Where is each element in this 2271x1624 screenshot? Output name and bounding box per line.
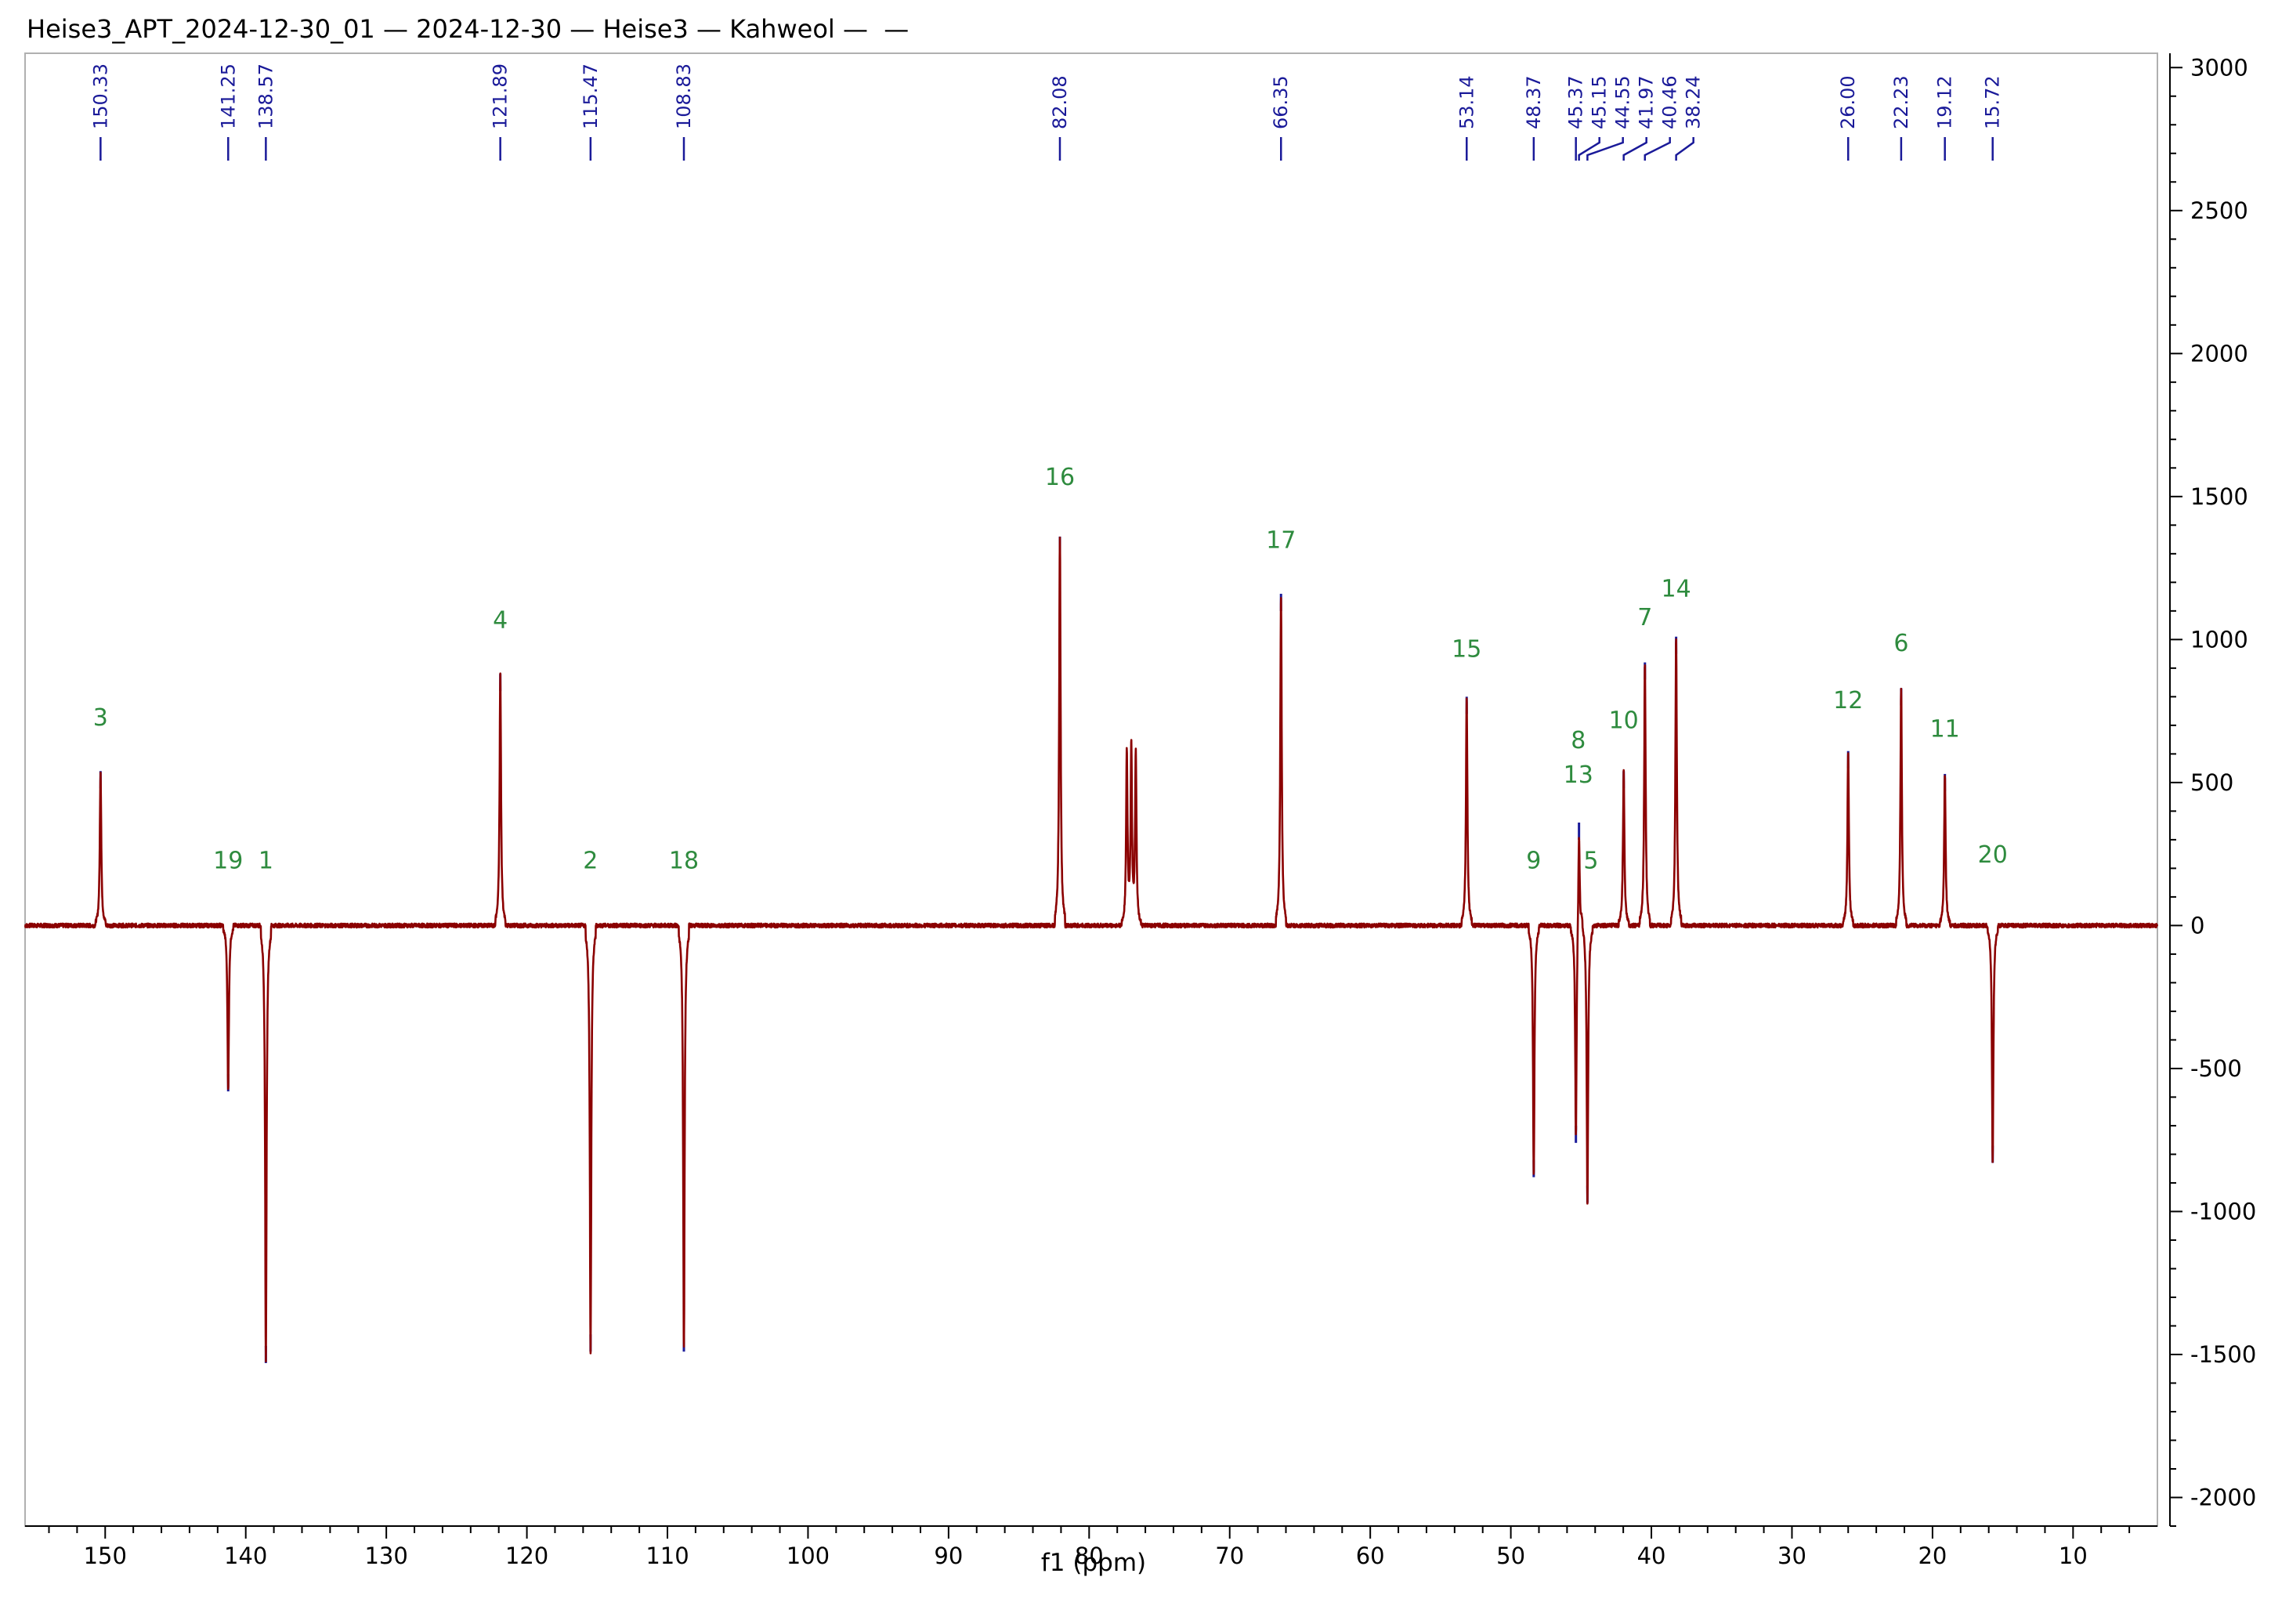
chart-title: Heise3_APT_2024-12-30_01 — 2024-12-30 — … [27, 14, 909, 44]
y-tick-label: 2500 [2190, 197, 2248, 224]
peak-leader-line [1622, 137, 1647, 161]
atom-number-label: 5 [1583, 847, 1598, 874]
peak-leader-line [1675, 137, 1694, 161]
atom-number-label: 6 [1893, 630, 1908, 657]
atom-number-label: 1 [259, 847, 273, 874]
y-axis-ticks: 3000 2500 2000 1500 1000 500 0 -500 -1000 -1500 -2… [2170, 54, 2256, 1527]
x-tick-label: 130 [364, 1543, 407, 1569]
x-axis-label: f1 (ppm) [1041, 1549, 1146, 1577]
x-tick-label: 40 [1637, 1543, 1666, 1569]
atom-number-label: 11 [1930, 715, 1960, 743]
peak-ppm-label: 82.08 [1049, 75, 1071, 129]
peak-ppm-label: 19.12 [1934, 75, 1956, 129]
atom-number-label: 14 [1662, 576, 1691, 603]
y-tick-label: 1000 [2190, 626, 2248, 653]
spectrum-trace [24, 536, 2159, 1363]
y-tick-label: 3000 [2190, 54, 2248, 81]
peak-ppm-label: 41.97 [1636, 75, 1658, 129]
x-axis-ticks: 150 140 130 120 110 100 90 80 70 60 50 40 30 20 10 [48, 1526, 2131, 1569]
peak-ppm-label: 45.37 [1565, 75, 1587, 129]
peak-leader-line [1644, 137, 1671, 161]
atom-number-label: 20 [1978, 841, 2008, 869]
peak-ppm-label: 48.37 [1523, 75, 1545, 129]
x-tick-label: 70 [1215, 1543, 1244, 1569]
x-tick-label: 120 [505, 1543, 548, 1569]
peak-ppm-label: 108.83 [673, 63, 695, 129]
peak-ppm-label: 121.89 [490, 63, 512, 129]
x-tick-label: 140 [224, 1543, 267, 1569]
y-tick-label: 500 [2190, 769, 2233, 796]
x-tick-label: 90 [934, 1543, 963, 1569]
atom-number-label: 12 [1833, 687, 1863, 714]
x-tick-label: 30 [1777, 1543, 1806, 1569]
peak-ppm-label: 53.14 [1456, 75, 1477, 129]
atom-number-label: 10 [1609, 707, 1639, 735]
peak-ppm-label: 141.25 [217, 63, 239, 129]
y-tick-label: 0 [2190, 912, 2204, 939]
x-tick-label: 20 [1918, 1543, 1947, 1569]
peak-ppm-label: 26.00 [1837, 75, 1859, 129]
y-tick-label: -1500 [2190, 1341, 2256, 1368]
atom-number-label: 18 [669, 847, 699, 874]
atom-number-label: 4 [493, 607, 508, 635]
plot-frame [24, 52, 2158, 1527]
x-tick-label: 10 [2059, 1543, 2088, 1569]
atom-number-label: 3 [93, 704, 108, 732]
y-tick-label: -2000 [2190, 1484, 2256, 1510]
peak-leader-line [1586, 137, 1624, 161]
y-tick-label: -1000 [2190, 1198, 2256, 1224]
atom-number-label: 9 [1526, 847, 1541, 874]
atom-number-label: 15 [1452, 635, 1481, 663]
x-tick-label: 50 [1496, 1543, 1525, 1569]
y-tick-label: 1500 [2190, 483, 2248, 510]
x-tick-label: 150 [84, 1543, 127, 1569]
x-tick-label: 60 [1356, 1543, 1385, 1569]
atom-number-label: 17 [1266, 527, 1296, 555]
atom-number-label: 13 [1564, 761, 1593, 789]
atom-number-label: 8 [1571, 727, 1586, 754]
peak-ppm-label: 22.23 [1890, 75, 1912, 129]
x-tick-label: 80 [1075, 1543, 1104, 1569]
peak-ppm-label: 150.33 [89, 63, 111, 129]
peak-leader-line [1578, 137, 1600, 161]
peak-ppm-label: 40.46 [1659, 75, 1681, 129]
atom-number-label: 7 [1637, 604, 1652, 631]
peak-labels: 150.33 141.25 138.57 121.89 115.47 108.83 82.0… [89, 63, 2004, 161]
peak-ppm-label: 66.35 [1270, 75, 1292, 129]
atom-number-label: 2 [583, 847, 598, 874]
peak-ppm-label: 44.55 [1612, 75, 1634, 129]
peak-ppm-label: 38.24 [1683, 75, 1705, 129]
x-tick-label: 110 [645, 1543, 689, 1569]
peak-ppm-label: 45.15 [1589, 75, 1611, 129]
y-tick-label: -500 [2190, 1055, 2242, 1082]
peak-ppm-label: 115.47 [580, 63, 602, 129]
atom-number-label: 19 [213, 847, 243, 874]
x-tick-label: 100 [787, 1543, 830, 1569]
peak-ppm-label: 15.72 [1982, 75, 2004, 129]
atom-number-label: 16 [1045, 464, 1075, 491]
peak-ppm-label: 138.57 [255, 63, 277, 129]
peak-markers [99, 536, 1994, 1363]
y-tick-label: 2000 [2190, 340, 2248, 367]
